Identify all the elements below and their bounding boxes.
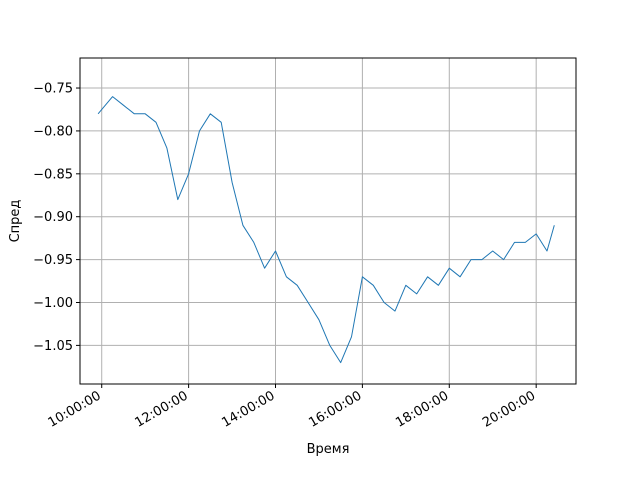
- y-tick-label: −1.05: [33, 339, 73, 354]
- y-tick-label: −0.85: [33, 167, 73, 182]
- x-tick-label: 12:00:00: [133, 388, 191, 430]
- x-tick-label: 20:00:00: [480, 388, 538, 430]
- spread-series-line: [97, 96, 555, 364]
- y-tick-label: −1.00: [33, 296, 73, 311]
- x-tick-label: 16:00:00: [306, 388, 364, 430]
- x-tick-label: 18:00:00: [393, 388, 451, 430]
- y-axis: −0.75 −0.80 −0.85 −0.90 −0.95 −1.00 −1.05: [33, 82, 80, 354]
- y-tick-label: −0.95: [33, 253, 73, 268]
- y-tick-label: −0.75: [33, 82, 73, 97]
- x-axis: 10:00:00 12:00:00 14:00:00 16:00:00 18:00:00…: [46, 384, 538, 431]
- x-tick-label: 10:00:00: [46, 388, 104, 430]
- series-layer: [97, 96, 555, 364]
- y-tick-label: −0.90: [33, 210, 73, 225]
- x-tick-label: 14:00:00: [219, 388, 277, 430]
- y-tick-label: −0.80: [33, 124, 73, 139]
- y-axis-label: Спред: [8, 200, 23, 243]
- x-axis-label: Время: [307, 442, 350, 457]
- grid-lines: [80, 58, 576, 384]
- plot-frame: [79, 57, 577, 385]
